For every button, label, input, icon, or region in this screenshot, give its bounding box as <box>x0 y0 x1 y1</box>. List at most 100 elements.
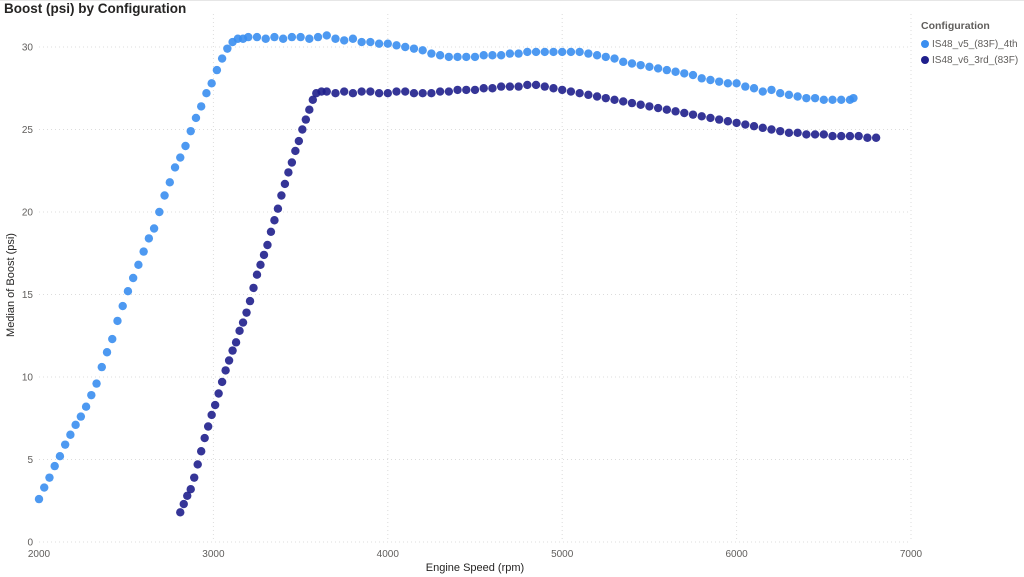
data-point[interactable] <box>697 112 706 121</box>
data-point[interactable] <box>514 82 523 91</box>
data-point[interactable] <box>462 85 471 95</box>
data-point[interactable] <box>270 32 279 42</box>
data-point[interactable] <box>732 79 741 88</box>
data-point[interactable] <box>714 77 724 86</box>
data-point[interactable] <box>50 461 59 471</box>
data-point[interactable] <box>231 338 241 347</box>
data-point[interactable] <box>479 84 488 93</box>
data-point[interactable] <box>366 87 375 96</box>
data-point[interactable] <box>108 334 117 344</box>
data-point[interactable] <box>383 39 392 48</box>
data-point[interactable] <box>81 402 91 411</box>
data-point[interactable] <box>383 89 392 98</box>
data-point[interactable] <box>566 87 576 96</box>
data-point[interactable] <box>688 110 698 119</box>
data-point[interactable] <box>845 131 855 141</box>
data-point[interactable] <box>784 128 794 137</box>
data-point[interactable] <box>592 51 602 60</box>
data-point[interactable] <box>45 473 54 482</box>
data-point[interactable] <box>575 89 584 98</box>
data-point[interactable] <box>223 44 232 53</box>
data-point[interactable] <box>322 31 331 40</box>
data-point[interactable] <box>697 74 706 83</box>
data-point[interactable] <box>828 131 837 141</box>
data-point[interactable] <box>207 79 216 88</box>
data-point[interactable] <box>102 348 112 357</box>
data-point[interactable] <box>217 54 227 63</box>
data-point[interactable] <box>305 105 314 114</box>
data-point[interactable] <box>298 125 307 134</box>
data-point[interactable] <box>758 87 767 96</box>
data-point[interactable] <box>470 85 480 95</box>
data-point[interactable] <box>714 115 724 124</box>
data-point[interactable] <box>374 39 384 48</box>
data-point[interactable] <box>270 216 279 225</box>
data-point[interactable] <box>653 103 663 113</box>
data-point[interactable] <box>287 158 297 167</box>
data-point[interactable] <box>176 508 185 517</box>
data-point[interactable] <box>277 191 286 200</box>
data-point[interactable] <box>444 87 454 96</box>
data-point[interactable] <box>60 440 70 449</box>
data-point[interactable] <box>409 44 419 53</box>
data-point[interactable] <box>196 447 206 456</box>
data-point[interactable] <box>87 390 96 400</box>
data-point[interactable] <box>723 79 733 88</box>
data-point[interactable] <box>183 491 192 500</box>
data-point[interactable] <box>627 98 637 108</box>
data-point[interactable] <box>662 65 672 75</box>
data-point[interactable] <box>514 49 523 58</box>
data-point[interactable] <box>767 85 776 95</box>
data-point[interactable] <box>706 113 715 123</box>
data-point[interactable] <box>470 52 480 62</box>
data-point[interactable] <box>619 57 628 67</box>
data-point[interactable] <box>706 75 715 85</box>
data-point[interactable] <box>214 389 223 398</box>
data-point[interactable] <box>758 123 767 133</box>
data-point[interactable] <box>34 494 44 504</box>
data-point[interactable] <box>793 128 802 137</box>
data-point[interactable] <box>273 204 283 213</box>
data-point[interactable] <box>863 133 872 142</box>
data-point[interactable] <box>837 131 846 141</box>
legend-item-series-2[interactable]: IS48_v6_3rd_(83F) <box>921 52 1018 68</box>
data-point[interactable] <box>776 89 785 98</box>
data-point[interactable] <box>261 34 270 43</box>
data-point[interactable] <box>680 69 689 78</box>
data-point[interactable] <box>308 95 318 105</box>
data-point[interactable] <box>374 89 384 98</box>
data-point[interactable] <box>196 102 206 111</box>
data-point[interactable] <box>549 84 558 93</box>
data-point[interactable] <box>296 32 305 42</box>
data-point[interactable] <box>610 54 619 63</box>
data-point[interactable] <box>784 90 794 100</box>
data-point[interactable] <box>224 356 234 365</box>
data-point[interactable] <box>287 32 297 42</box>
data-point[interactable] <box>427 89 436 98</box>
data-point[interactable] <box>340 36 349 45</box>
data-point[interactable] <box>453 52 462 62</box>
data-point[interactable] <box>249 283 258 293</box>
data-point[interactable] <box>305 34 314 43</box>
data-point[interactable] <box>802 93 811 103</box>
data-point[interactable] <box>55 452 65 461</box>
data-point[interactable] <box>854 131 863 141</box>
data-point[interactable] <box>191 113 201 123</box>
data-point[interactable] <box>331 34 340 43</box>
data-point[interactable] <box>810 93 820 103</box>
data-point[interactable] <box>186 485 195 494</box>
data-point[interactable] <box>849 93 858 103</box>
data-point[interactable] <box>278 34 288 43</box>
data-point[interactable] <box>217 377 227 387</box>
data-point[interactable] <box>453 85 462 95</box>
data-point[interactable] <box>610 95 619 105</box>
data-point[interactable] <box>671 107 680 116</box>
data-point[interactable] <box>523 80 532 90</box>
data-point[interactable] <box>134 260 143 269</box>
data-point[interactable] <box>228 346 237 355</box>
data-point[interactable] <box>540 82 549 91</box>
data-point[interactable] <box>92 379 101 388</box>
data-point[interactable] <box>636 60 645 70</box>
data-point[interactable] <box>645 62 654 71</box>
data-point[interactable] <box>76 412 86 421</box>
